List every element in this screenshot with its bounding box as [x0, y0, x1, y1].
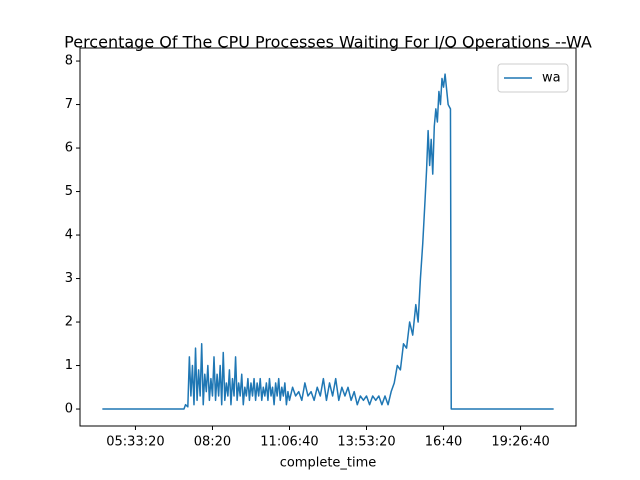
axes-frame [79, 47, 577, 427]
y-tick-label: 6 [65, 141, 73, 156]
y-tick-label: 0 [65, 402, 73, 417]
chart-title: Percentage Of The CPU Processes Waiting … [64, 33, 592, 52]
y-tick-label: 8 [65, 54, 73, 69]
y-tick-label: 3 [65, 271, 73, 286]
y-tick-label: 4 [65, 228, 73, 243]
data-line [102, 73, 554, 410]
x-tick-label: 05:33:20 [106, 435, 164, 450]
y-tick-label: 7 [65, 97, 73, 112]
x-tick-label: 19:26:40 [491, 435, 549, 450]
x-tick-label: 13:53:20 [337, 435, 395, 450]
legend-label: wa [542, 71, 561, 86]
x-tick-label: 08:20 [194, 435, 231, 450]
x-tick-label: 11:06:40 [260, 435, 318, 450]
y-tick-label: 1 [65, 358, 73, 373]
legend-box [497, 63, 569, 93]
x-tick-label: 16:40 [425, 435, 462, 450]
y-tick-label: 2 [65, 315, 73, 330]
x-axis-label: complete_time [280, 456, 377, 471]
y-tick-label: 5 [65, 184, 73, 199]
